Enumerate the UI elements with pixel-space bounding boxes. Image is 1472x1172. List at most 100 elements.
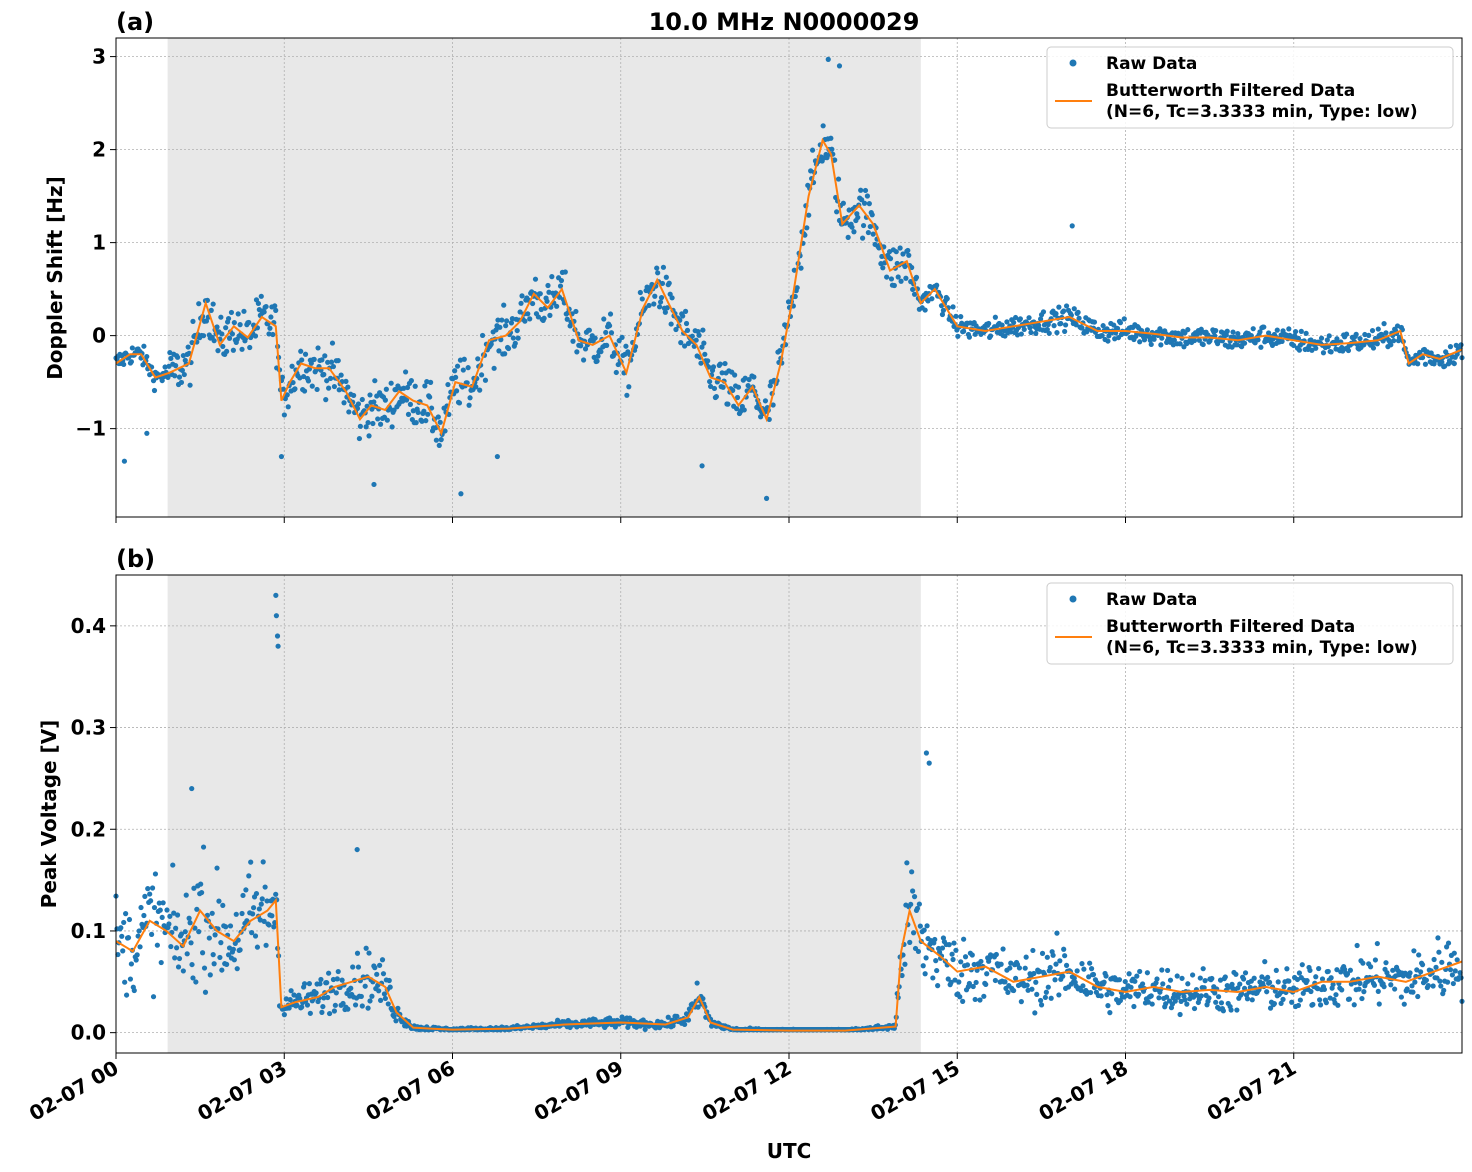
raw-data-point [607,311,614,317]
raw-data-point [121,919,127,926]
raw-data-point [467,395,473,401]
raw-data-point [288,988,294,994]
raw-data-point [239,346,245,352]
raw-data-point [1198,993,1204,999]
raw-data-point [966,980,972,987]
raw-data-point [1439,359,1445,365]
raw-data-point [1215,994,1222,1000]
raw-data-point [119,933,125,939]
raw-data-point [297,995,303,1002]
raw-data-point [510,335,516,341]
raw-data-point [662,309,668,315]
raw-data-point [196,929,202,935]
raw-data-point [182,929,188,935]
raw-data-point [895,274,901,280]
raw-data-point [473,384,479,390]
y-tick-label: 0.2 [71,817,106,841]
raw-data-point [375,416,381,422]
raw-data-point [372,965,378,971]
raw-data-point [403,397,410,403]
raw-data-point [564,316,570,322]
raw-data-point [1200,966,1206,972]
legend-raw-label: Raw Data [1106,590,1197,610]
raw-data-point [389,424,395,430]
raw-data-point [1117,320,1124,326]
panel-label: (a) [116,8,154,36]
raw-data-point [1320,350,1327,356]
raw-data-point [330,363,337,370]
raw-data-point [264,898,270,904]
raw-data-point [1240,976,1247,982]
raw-data-point [1056,992,1062,998]
raw-data-point [1335,1002,1341,1008]
raw-data-point [554,303,560,309]
raw-data-point [363,945,369,951]
raw-data-point [1201,985,1207,991]
raw-data-point [573,308,579,315]
raw-data-point [1371,982,1378,988]
raw-data-point [231,319,237,326]
raw-data-point [237,947,243,953]
raw-data-point [1298,328,1304,334]
raw-data-point [456,400,463,406]
raw-data-point [925,298,931,304]
raw-data-point [1237,981,1243,987]
raw-data-point [972,996,978,1003]
raw-data-point [828,135,834,141]
raw-data-point [1308,337,1314,343]
raw-data-point [1334,967,1340,973]
raw-data-point [864,193,871,199]
raw-data-point [1054,930,1060,936]
raw-data-point [957,994,963,1000]
raw-data-point [1308,988,1314,995]
x-tick-label: 02-07 18 [1034,1056,1132,1126]
raw-data-point [762,398,769,404]
raw-data-point [1018,999,1024,1005]
raw-data-point [570,338,576,344]
raw-data-point [1317,997,1323,1003]
raw-data-point [1354,942,1360,949]
raw-data-point [668,321,674,327]
raw-data-point [325,994,331,1001]
raw-data-point [674,1013,680,1019]
raw-data-point [746,376,752,383]
raw-data-point [220,902,226,909]
raw-data-point [1056,304,1062,310]
raw-data-point [278,453,285,460]
raw-data-point [1185,981,1191,987]
raw-data-point [1326,333,1332,339]
raw-data-point [258,901,264,907]
legend-filtered-label: Butterworth Filtered Data (N=6, Tc=3.3333… [1106,81,1418,122]
raw-data-point [233,911,239,917]
raw-data-point [719,370,725,376]
raw-data-point [200,844,207,850]
raw-data-point [658,295,665,301]
raw-data-point [178,931,185,937]
raw-data-point [181,371,187,378]
raw-data-point [1229,981,1235,987]
raw-data-point [519,293,525,299]
raw-data-point [1228,1007,1234,1013]
raw-data-point [1241,340,1248,346]
raw-data-point [1002,979,1008,985]
raw-data-point [436,442,442,449]
raw-data-point [1257,329,1263,335]
raw-data-point [905,247,911,254]
raw-data-point [652,293,658,299]
raw-data-point [327,375,334,382]
raw-data-point [326,1010,333,1017]
raw-data-point [944,296,950,302]
raw-data-point [176,955,183,962]
raw-data-point [340,1000,346,1007]
raw-data-point [224,348,230,354]
raw-data-point [421,408,427,414]
raw-data-point [1416,952,1422,958]
raw-data-point [138,904,144,911]
raw-data-point [984,971,990,977]
raw-data-point [371,399,377,405]
filtered-data-line [115,137,1463,437]
raw-data-point [164,907,170,913]
raw-data-point [1438,983,1444,989]
raw-data-point [851,229,857,235]
raw-data-point [331,383,338,390]
